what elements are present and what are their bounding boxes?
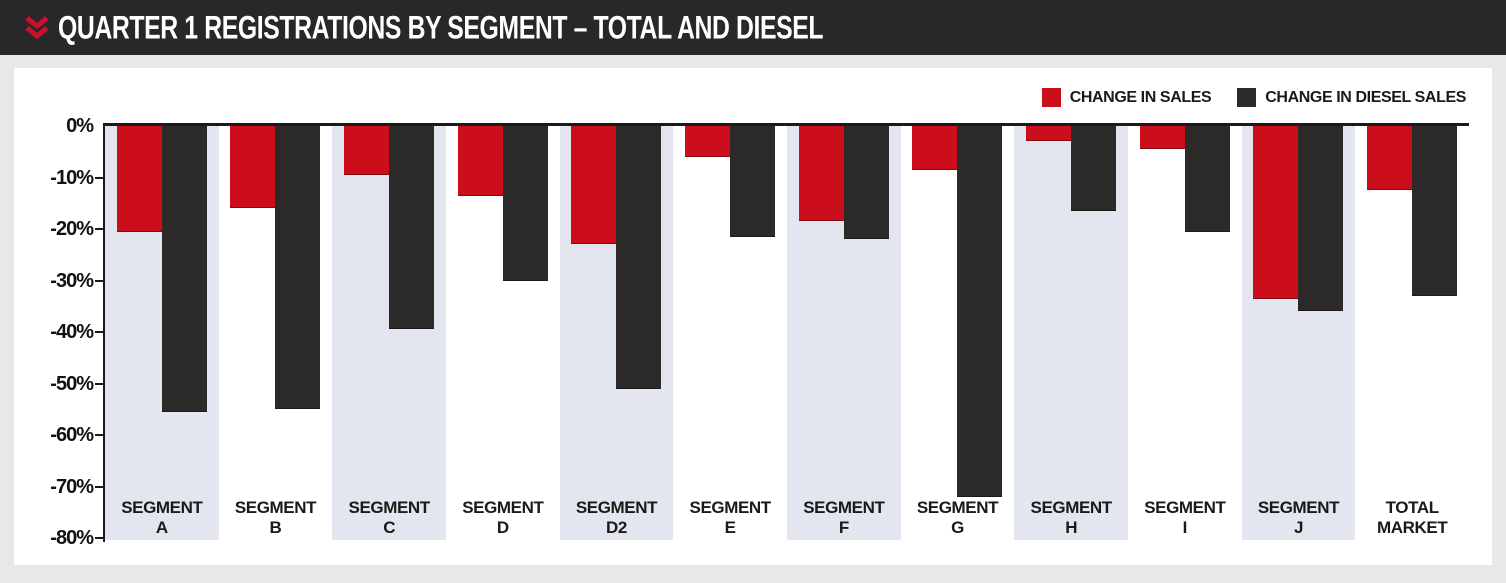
legend-item: CHANGE IN DIESEL SALES	[1237, 88, 1466, 107]
diesel-bar-segment-b	[275, 126, 321, 410]
chart-legend: CHANGE IN SALES CHANGE IN DIESEL SALES	[1041, 88, 1466, 107]
page-title: QUARTER 1 REGISTRATIONS BY SEGMENT – TOT…	[58, 8, 824, 46]
sales-bar-segment-i	[1139, 126, 1185, 150]
y-tick-label: -20%	[50, 218, 94, 240]
y-axis-line	[103, 123, 105, 542]
y-tick-label: -10%	[50, 166, 94, 189]
sales-bar-segment-a	[116, 126, 162, 232]
segment-label: SEGMENT E	[689, 498, 772, 537]
segment-label: SEGMENT G	[916, 498, 999, 537]
diesel-bar-segment-g	[957, 126, 1003, 497]
segment-column: TOTAL MARKET	[1355, 126, 1469, 540]
y-tick-mark	[95, 382, 103, 385]
segment-label: SEGMENT H	[1030, 498, 1113, 537]
sales-bar-segment-b	[230, 126, 276, 209]
segment-column: SEGMENT E	[673, 126, 787, 540]
diesel-bar-segment-i	[1184, 126, 1230, 232]
sales-bar-total-market	[1367, 126, 1413, 191]
diesel-bar-segment-f	[843, 126, 889, 240]
legend-swatch	[1041, 88, 1061, 107]
y-tick-mark	[95, 228, 103, 230]
segment-column: SEGMENT D	[446, 126, 560, 540]
y-tick-mark	[95, 279, 103, 282]
segment-column: SEGMENT G	[901, 126, 1015, 540]
plot-area: SEGMENT A SEGMENT B SEGMENT C SEGMENT D SEGMENT D…	[105, 126, 1469, 540]
sales-bar-segment-h	[1026, 126, 1072, 142]
segment-label: SEGMENT C	[348, 498, 431, 537]
segment-label: SEGMENT D	[462, 498, 544, 537]
sales-bar-segment-e	[685, 126, 731, 157]
legend-swatch	[1237, 88, 1257, 107]
diesel-bar-segment-d	[502, 126, 548, 281]
segment-column: SEGMENT H	[1014, 126, 1128, 540]
diesel-bar-segment-a	[161, 126, 207, 412]
y-tick-mark	[95, 537, 103, 539]
sales-bar-segment-j	[1253, 126, 1299, 299]
diesel-bar-segment-d2	[616, 126, 662, 389]
double-chevron-down-icon	[25, 15, 49, 39]
diesel-bar-segment-c	[389, 126, 435, 330]
segment-label: SEGMENT A	[121, 498, 203, 537]
sales-bar-segment-d	[457, 126, 503, 196]
y-tick-label: -70%	[50, 475, 94, 498]
zero-baseline	[103, 123, 1469, 126]
segment-label: SEGMENT F	[803, 498, 885, 537]
segment-label: TOTAL MARKET	[1376, 498, 1448, 537]
diesel-bar-segment-e	[730, 126, 776, 237]
sales-bar-segment-d2	[571, 126, 617, 245]
y-tick-mark	[95, 485, 103, 488]
y-tick-label: -40%	[50, 321, 94, 343]
sales-bar-segment-g	[912, 126, 958, 170]
segment-label: SEGMENT D2	[575, 498, 658, 537]
legend-label: CHANGE IN DIESEL SALES	[1265, 88, 1466, 106]
segment-column: SEGMENT F	[787, 126, 901, 540]
diesel-bar-segment-j	[1298, 126, 1344, 312]
segment-column: SEGMENT D2	[559, 126, 674, 540]
y-tick-label: -80%	[50, 527, 94, 549]
y-tick-mark	[95, 331, 103, 333]
segment-column: SEGMENT B	[219, 126, 333, 540]
segment-column: SEGMENT J	[1241, 126, 1356, 540]
y-tick-mark	[95, 434, 103, 436]
y-tick-mark	[95, 176, 103, 179]
diesel-bar-total-market	[1412, 126, 1458, 296]
segment-label: SEGMENT B	[234, 498, 317, 537]
segment-column: SEGMENT C	[332, 126, 446, 540]
chart-panel: CHANGE IN SALES CHANGE IN DIESEL SALES 0%…	[14, 68, 1492, 565]
y-tick-label: -30%	[50, 269, 94, 292]
diesel-bar-segment-h	[1071, 126, 1117, 211]
y-tick-label: -60%	[50, 424, 94, 446]
segment-column: SEGMENT A	[105, 126, 219, 540]
legend-label: CHANGE IN SALES	[1069, 88, 1212, 106]
legend-item: CHANGE IN SALES	[1041, 88, 1212, 107]
title-bar: QUARTER 1 REGISTRATIONS BY SEGMENT – TOT…	[0, 0, 1506, 55]
segment-label: SEGMENT J	[1257, 498, 1340, 537]
segment-column: SEGMENT I	[1128, 126, 1242, 540]
sales-bar-segment-f	[798, 126, 844, 222]
segment-label: SEGMENT I	[1144, 498, 1226, 537]
y-tick-label: 0%	[66, 115, 94, 137]
y-tick-label: -50%	[50, 372, 94, 395]
sales-bar-segment-c	[344, 126, 390, 175]
